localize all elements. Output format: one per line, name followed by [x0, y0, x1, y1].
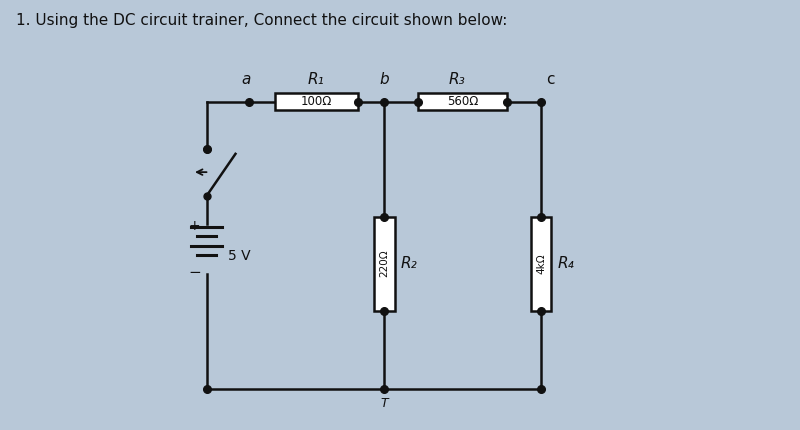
Text: −: −: [188, 265, 201, 280]
Text: a: a: [242, 72, 250, 87]
Bar: [274, 93, 358, 110]
Text: 100Ω: 100Ω: [301, 95, 332, 108]
Text: +: +: [189, 219, 201, 233]
Text: 1. Using the DC circuit trainer, Connect the circuit shown below:: 1. Using the DC circuit trainer, Connect…: [16, 13, 507, 28]
Bar: [374, 217, 394, 310]
Text: b: b: [379, 72, 389, 87]
Text: 220Ω: 220Ω: [379, 250, 390, 277]
Bar: [418, 93, 507, 110]
Text: R₂: R₂: [401, 256, 418, 271]
Text: 5 V: 5 V: [228, 249, 250, 263]
Text: 560Ω: 560Ω: [447, 95, 478, 108]
Text: R₄: R₄: [558, 256, 574, 271]
Text: R₁: R₁: [308, 72, 325, 87]
Text: T: T: [381, 397, 388, 410]
Text: c: c: [546, 72, 554, 87]
Bar: [530, 217, 551, 310]
Text: 4kΩ: 4kΩ: [536, 253, 546, 274]
Text: R₃: R₃: [449, 72, 466, 87]
